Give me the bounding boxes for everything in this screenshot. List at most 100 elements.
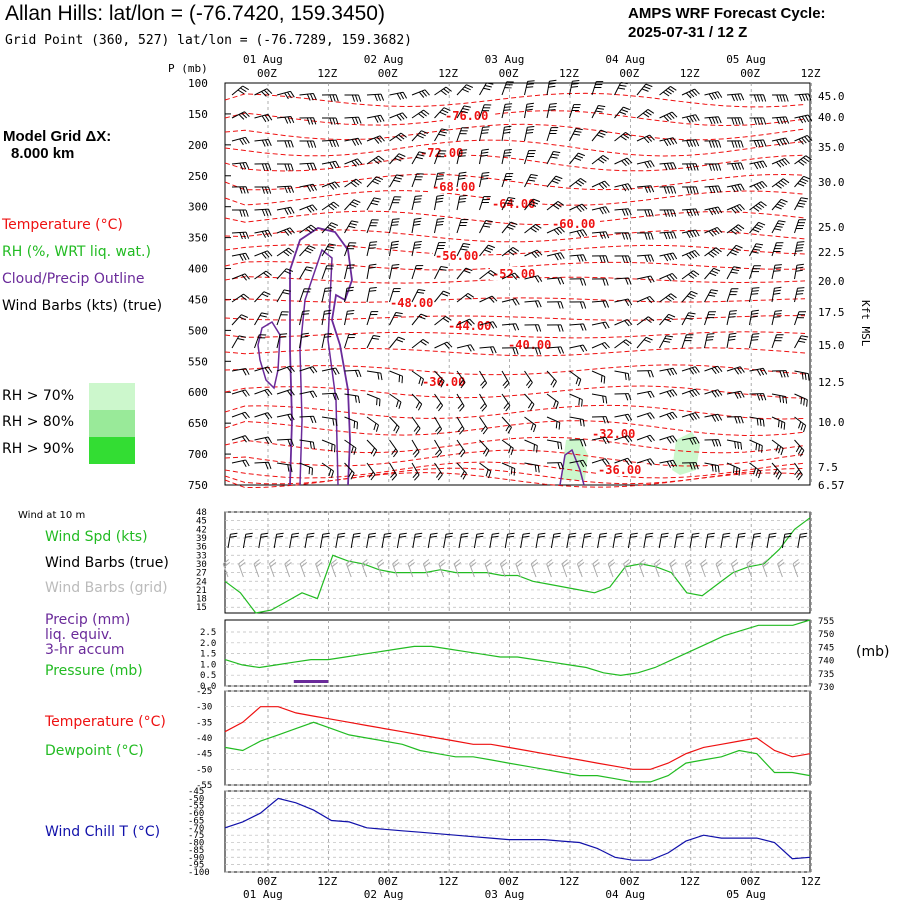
wind-barb [605, 416, 609, 424]
wind-barb [624, 159, 630, 165]
wind-barb [771, 393, 786, 398]
wind-barb [241, 314, 249, 318]
wind-barb [726, 334, 730, 349]
wind-barb [287, 140, 291, 148]
wind-barb [479, 393, 488, 407]
wind-barb [329, 94, 333, 102]
windchill-tick-label: -100 [188, 868, 210, 878]
wind-barb [486, 82, 494, 85]
wind-barb [774, 228, 782, 231]
wind-barb [366, 176, 377, 188]
wind-barb [268, 208, 272, 216]
wind-barb [753, 117, 757, 125]
wind-barb [488, 244, 495, 249]
wind-barb [346, 267, 354, 269]
wind-barb [377, 115, 382, 123]
wind-barb [321, 462, 334, 472]
wind-barb [621, 160, 627, 167]
wind-barb [465, 267, 473, 272]
wind-barb [663, 115, 669, 122]
wind-barb [264, 367, 270, 374]
wind-barb [569, 229, 584, 234]
wind-barb [344, 462, 355, 474]
wind-barb [579, 278, 584, 286]
wind-barb [534, 464, 537, 472]
wind-barb [797, 182, 805, 187]
wind-barb [795, 250, 803, 252]
wind-barb [714, 185, 719, 193]
grid-wind-barb [792, 563, 799, 578]
wind-barb [524, 81, 529, 96]
wind-barb [376, 136, 382, 143]
wind-barb [508, 446, 512, 454]
wind-barb [395, 400, 399, 408]
temperature-contour-label: -36.00 [598, 463, 641, 477]
wind-barb [758, 221, 766, 226]
wind-barb [666, 437, 672, 444]
wind-barb [481, 148, 489, 151]
wind-barb [239, 254, 244, 261]
wind-barb [261, 115, 267, 123]
wind-barb [456, 267, 467, 280]
wind-barb [276, 227, 291, 234]
grid-wind-barb [669, 559, 676, 565]
wind-barb [557, 324, 561, 332]
wind-barb [771, 265, 776, 280]
wind-barb [666, 186, 671, 194]
temperature-contour-label: -40.00 [508, 338, 551, 352]
wind-barb [436, 194, 444, 197]
wind-barb [276, 185, 292, 188]
wind-barb [659, 162, 674, 165]
wind-barb [550, 156, 558, 159]
surface-wind-barb [306, 535, 314, 538]
wind-barb [595, 110, 603, 113]
wind-barb [370, 241, 378, 243]
wind-barb [321, 311, 325, 326]
wind-barb [681, 290, 692, 303]
wind-barb [288, 247, 295, 253]
wind-barb [524, 462, 539, 466]
wind-barb [681, 366, 696, 372]
wind-barb [735, 244, 743, 249]
windchill-tick-label: -60 [188, 809, 204, 819]
wind-barb [483, 87, 491, 91]
wind-barb [749, 180, 763, 188]
wind-barb [456, 84, 467, 96]
pressure-tick-label: 300 [188, 201, 208, 214]
wind-barb [534, 276, 540, 283]
wind-barb [439, 131, 447, 134]
wind-barb [254, 139, 269, 142]
wind-barb [668, 313, 676, 318]
wind-barb [283, 229, 290, 236]
wind-barb [692, 139, 697, 147]
temperature-contour-label: -48.00 [390, 296, 433, 310]
wind-barb [418, 151, 426, 154]
wind-barb [261, 312, 269, 315]
wind-barb [752, 333, 760, 335]
wind-barb [666, 254, 672, 261]
wind-barb [579, 460, 585, 468]
wind-barb [777, 420, 780, 428]
wind-barb [666, 275, 672, 282]
wind-barb [552, 381, 557, 388]
surface-wind-barb [458, 534, 462, 549]
wind-barb [803, 157, 810, 163]
wind-barb [231, 231, 247, 234]
surface-wind-barb [245, 532, 253, 535]
wind-barb [379, 135, 385, 142]
grid-wind-barb [516, 562, 523, 568]
precip-tick-label: 2.5 [200, 628, 216, 638]
wind-tick-label: 15 [196, 603, 207, 613]
wind-barb [309, 117, 314, 125]
wind-barb [614, 82, 622, 96]
height-tick-label: 17.5 [818, 306, 845, 319]
wind-barb [557, 301, 561, 309]
wind-barb [665, 89, 672, 95]
wind-barb [734, 163, 738, 171]
wind-barb [357, 138, 363, 145]
wind-barb [395, 312, 403, 315]
wind-barb [688, 252, 695, 259]
wind-barb [484, 85, 492, 88]
wind-barb [694, 412, 700, 419]
wind-barb [373, 137, 380, 144]
